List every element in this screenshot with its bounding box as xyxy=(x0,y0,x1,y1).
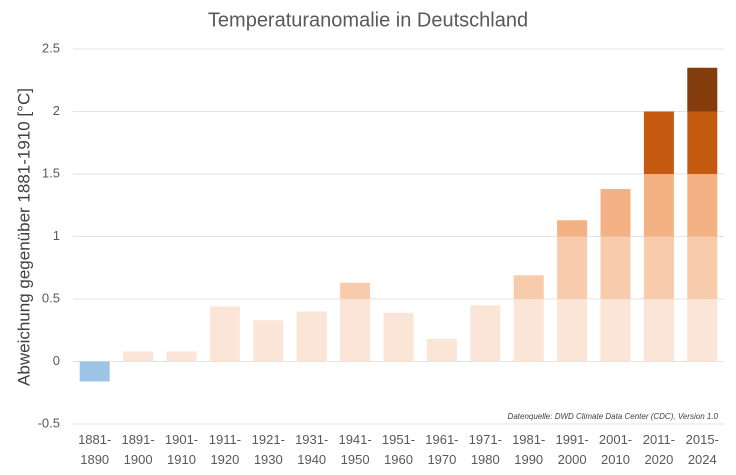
x-tick-label: 1961- 1970 xyxy=(425,432,458,467)
bar-segment xyxy=(166,351,197,362)
bar-segment xyxy=(209,306,240,362)
source-note: Datenquelle: DWD Climate Data Center (CD… xyxy=(508,412,719,421)
x-tick-label: 1991- 2000 xyxy=(555,432,588,467)
bar-segment xyxy=(600,299,631,362)
y-tick-label: 2.5 xyxy=(42,40,60,55)
x-tick-label: 1901- 1910 xyxy=(165,432,198,467)
bar-segment xyxy=(643,236,674,299)
bar-segment xyxy=(383,312,414,362)
x-tick-label-line: 1940 xyxy=(297,452,326,467)
bar-segment xyxy=(470,305,501,362)
bar-segment xyxy=(643,174,674,237)
x-tick-label-line: 1950 xyxy=(341,452,370,467)
x-tick-label-line: 1981- xyxy=(512,432,545,447)
bar-segment xyxy=(643,299,674,362)
x-tick-label-line: 1891- xyxy=(121,432,154,447)
y-tick-label: 1.5 xyxy=(42,165,60,180)
x-tick-label: 1891- 1900 xyxy=(121,432,154,467)
x-tick-label-line: 2020 xyxy=(644,452,673,467)
x-tick-label-line: 1890 xyxy=(80,452,109,467)
bar-segment xyxy=(600,236,631,299)
x-tick-label-line: 1900 xyxy=(124,452,153,467)
x-tick-label-line: 1881- xyxy=(78,432,111,447)
bar xyxy=(79,361,110,382)
bar-segment xyxy=(557,236,588,299)
bar-segment xyxy=(340,299,371,362)
y-tick-label: 2 xyxy=(53,103,60,118)
x-tick-label-line: 1930 xyxy=(254,452,283,467)
chart-title: Temperaturanomalie in Deutschland xyxy=(208,9,528,31)
bar-segment xyxy=(340,282,371,299)
x-tick-label: 1911- 1920 xyxy=(209,432,241,467)
x-tick-label-line: 2010 xyxy=(601,452,630,467)
bar-segment xyxy=(513,299,544,362)
y-tick-label: -0.5 xyxy=(38,415,60,430)
bar-segment xyxy=(600,189,631,237)
bar-segment xyxy=(687,67,718,112)
x-tick-label: 1881- 1890 xyxy=(78,432,111,467)
bar-segment xyxy=(513,275,544,299)
bar-segment xyxy=(643,111,674,174)
x-tick-label-line: 2024 xyxy=(688,452,717,467)
x-tick-label: 1941- 1950 xyxy=(338,432,371,467)
x-tick-label: 2015- 2024 xyxy=(686,432,719,467)
bar-segment xyxy=(296,311,327,362)
x-tick-label: 2001- 2010 xyxy=(599,432,632,467)
bar-segment xyxy=(123,351,154,362)
x-tick-label: 1921- 1930 xyxy=(252,432,285,467)
bar-segment xyxy=(687,174,718,237)
x-tick-label-line: 1991- xyxy=(555,432,588,447)
x-tick-label-line: 1961- xyxy=(425,432,458,447)
y-axis-label: Abweichung gegenüber 1881-1910 [°C] xyxy=(14,88,33,386)
y-tick-label: 0.5 xyxy=(42,290,60,305)
x-tick-label: 2011- 2020 xyxy=(643,432,675,467)
bar-segment xyxy=(687,111,718,174)
y-tick-label: 1 xyxy=(53,228,60,243)
x-tick-label-line: 2015- xyxy=(686,432,719,447)
x-tick-label: 1981- 1990 xyxy=(512,432,545,467)
bar-segment xyxy=(557,220,588,237)
y-tick-label: 0 xyxy=(53,353,60,368)
x-tick-label-line: 1970 xyxy=(427,452,456,467)
bar-segment xyxy=(557,299,588,362)
x-tick-label-line: 1951- xyxy=(382,432,415,447)
x-tick-label-line: 1971- xyxy=(469,432,502,447)
bar-segment xyxy=(426,339,457,362)
x-tick-label-line: 1921- xyxy=(252,432,285,447)
bar-segment xyxy=(687,236,718,299)
x-tick-label: 1951- 1960 xyxy=(382,432,415,467)
x-tick-label-line: 2000 xyxy=(558,452,587,467)
x-tick-label-line: 1941- xyxy=(338,432,371,447)
bar-segment xyxy=(687,299,718,362)
x-tick-label-line: 1960 xyxy=(384,452,413,467)
x-tick-label-line: 2011- xyxy=(643,432,675,447)
x-tick-label-line: 1901- xyxy=(165,432,198,447)
x-tick-label-line: 2001- xyxy=(599,432,632,447)
x-tick-label: 1931- 1940 xyxy=(295,432,328,467)
x-tick-label-line: 1910 xyxy=(167,452,196,467)
x-tick-label-line: 1931- xyxy=(295,432,328,447)
x-tick-label-line: 1990 xyxy=(514,452,543,467)
x-tick-label: 1971- 1980 xyxy=(469,432,502,467)
x-tick-label-line: 1911- xyxy=(209,432,241,447)
x-tick-label-line: 1920 xyxy=(210,452,239,467)
bar-segment xyxy=(253,320,284,362)
x-tick-label-line: 1980 xyxy=(471,452,500,467)
